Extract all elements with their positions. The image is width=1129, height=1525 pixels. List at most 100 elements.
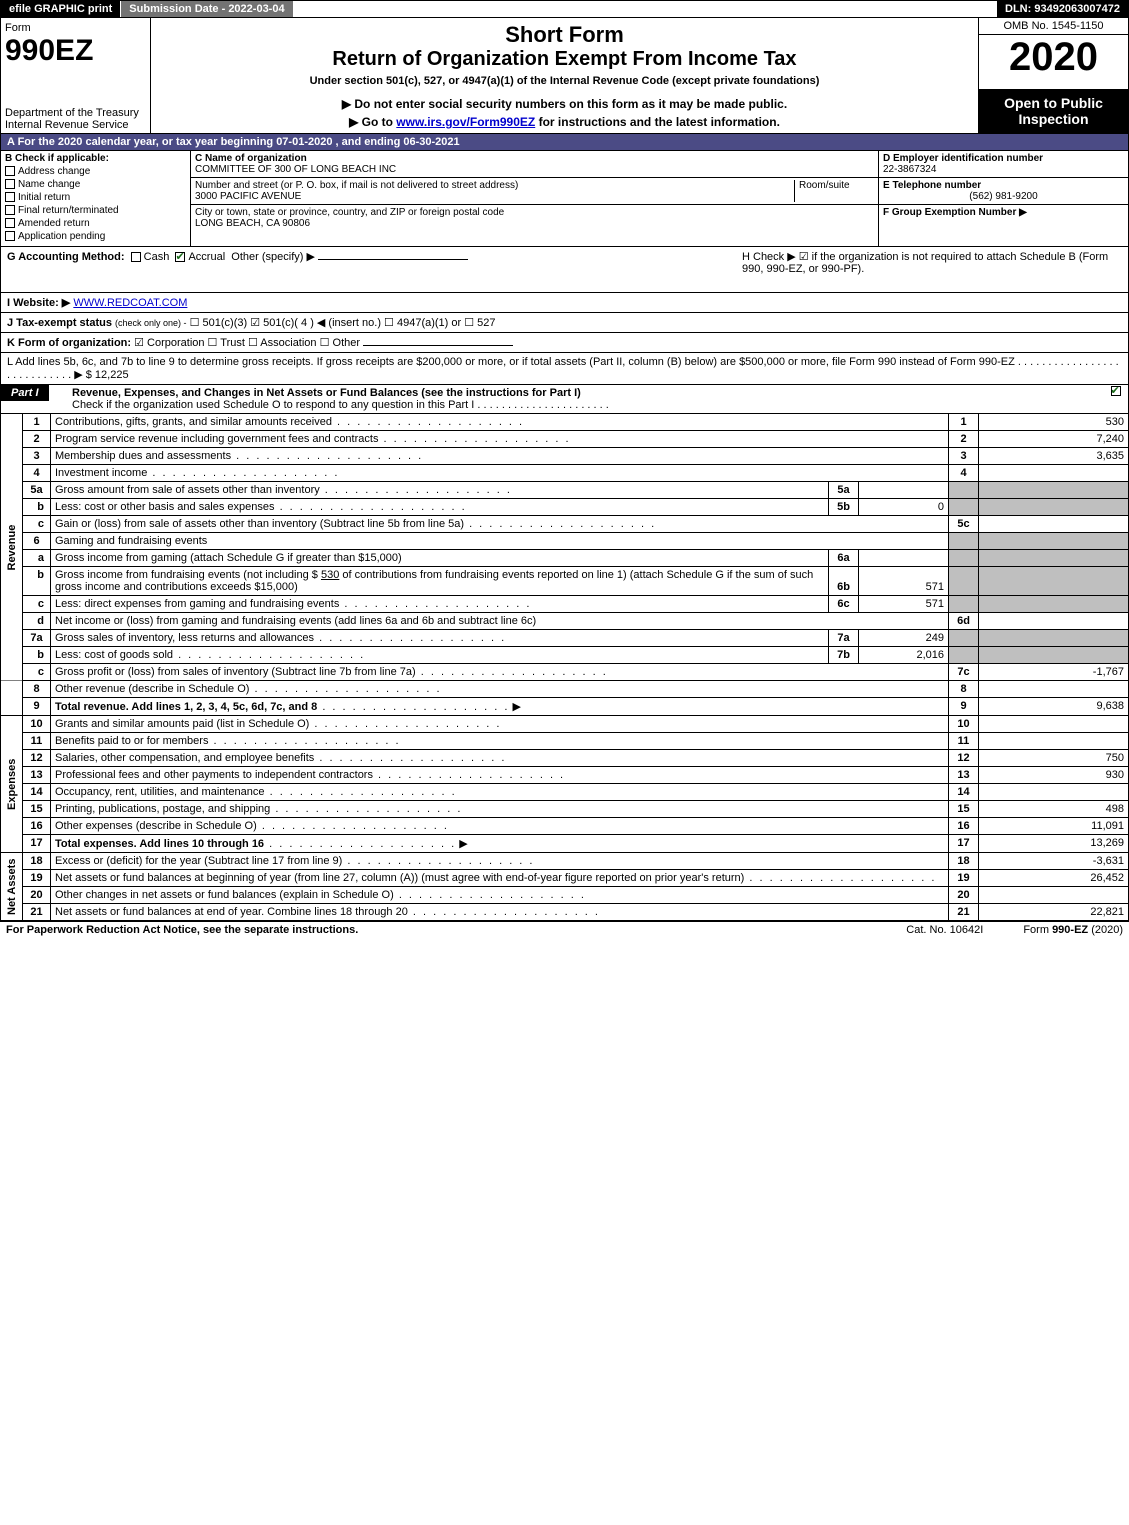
part-i-title: Revenue, Expenses, and Changes in Net As… [72, 387, 581, 399]
line-9-box: 9 [949, 698, 979, 716]
shade-7b [949, 647, 979, 664]
ein-value: 22-3867324 [883, 164, 1124, 175]
line-5c-num: c [23, 516, 51, 533]
line-7c-num: c [23, 664, 51, 681]
line-6d-box: 6d [949, 613, 979, 630]
line-3-desc: Membership dues and assessments [55, 450, 423, 462]
line-4-box: 4 [949, 465, 979, 482]
line-13-desc: Professional fees and other payments to … [55, 769, 565, 781]
line-19-amt: 26,452 [979, 870, 1129, 887]
check-amended-return[interactable]: Amended return [5, 218, 186, 229]
irs-link[interactable]: www.irs.gov/Form990EZ [396, 115, 535, 129]
website-link[interactable]: WWW.REDCOAT.COM [73, 297, 187, 309]
check-only-one: (check only one) - [115, 318, 187, 328]
line-4-desc: Investment income [55, 467, 339, 479]
line-21-num: 21 [23, 904, 51, 921]
accrual-option[interactable]: Accrual [188, 251, 225, 263]
line-5b-num: b [23, 499, 51, 516]
line-6b-boxlbl: 6b [829, 567, 859, 596]
section-l: L Add lines 5b, 6c, and 7b to line 9 to … [0, 353, 1129, 385]
line-5a-boxlbl: 5a [829, 482, 859, 499]
line-6-num: 6 [23, 533, 51, 550]
line-16-desc: Other expenses (describe in Schedule O) [55, 820, 449, 832]
header-right: OMB No. 1545-1150 2020 Open to Public In… [978, 18, 1128, 133]
schedule-o-checkbox[interactable] [1111, 386, 1121, 396]
line-5a-desc: Gross amount from sale of assets other t… [55, 484, 512, 496]
line-12-num: 12 [23, 750, 51, 767]
line-6d-num: d [23, 613, 51, 630]
line-6d-desc: Net income or (loss) from gaming and fun… [55, 615, 536, 627]
line-13-num: 13 [23, 767, 51, 784]
financial-table: Revenue 1 Contributions, gifts, grants, … [0, 414, 1129, 921]
shade-5a-amt [979, 482, 1129, 499]
shade-5b [949, 499, 979, 516]
efile-print-button[interactable]: efile GRAPHIC print [1, 1, 121, 17]
line-9-num: 9 [23, 698, 51, 716]
city-state-zip: LONG BEACH, CA 90806 [195, 218, 874, 229]
shade-6b-amt [979, 567, 1129, 596]
line-11-amt [979, 733, 1129, 750]
part-i-header: Part I Revenue, Expenses, and Changes in… [0, 385, 1129, 414]
line-7a-desc: Gross sales of inventory, less returns a… [55, 632, 506, 644]
page-footer: For Paperwork Reduction Act Notice, see … [0, 921, 1129, 938]
line-7a-num: 7a [23, 630, 51, 647]
line-3-amt: 3,635 [979, 448, 1129, 465]
line-14-box: 14 [949, 784, 979, 801]
line-6b-desc1: Gross income from fundraising events (no… [55, 569, 321, 581]
cash-option[interactable]: Cash [144, 251, 170, 263]
line-6a-num: a [23, 550, 51, 567]
line-20-num: 20 [23, 887, 51, 904]
line-6a-boxval [859, 550, 949, 567]
line-8-desc: Other revenue (describe in Schedule O) [55, 683, 442, 695]
line-1-num: 1 [23, 414, 51, 431]
room-suite-label: Room/suite [794, 180, 874, 202]
website-label: I Website: ▶ [7, 297, 70, 309]
group-exemption-label: F Group Exemption Number ▶ [883, 207, 1124, 218]
form-id-block: Form 990EZ Department of the Treasury In… [1, 18, 151, 133]
line-5b-boxval: 0 [859, 499, 949, 516]
telephone-label: E Telephone number [883, 180, 1124, 191]
check-initial-return[interactable]: Initial return [5, 192, 186, 203]
line-6c-boxval: 571 [859, 596, 949, 613]
line-5a-boxval [859, 482, 949, 499]
addr-label: Number and street (or P. O. box, if mail… [195, 180, 518, 191]
line-14-num: 14 [23, 784, 51, 801]
column-c-org: C Name of organization COMMITTEE OF 300 … [191, 151, 878, 246]
check-name-change[interactable]: Name change [5, 179, 186, 190]
tax-exempt-options[interactable]: ☐ 501(c)(3) ☑ 501(c)( 4 ) ◀ (insert no.)… [190, 317, 496, 329]
dln-label: DLN: 93492063007472 [997, 1, 1128, 17]
line-13-amt: 930 [979, 767, 1129, 784]
accounting-method-label: G Accounting Method: [7, 251, 125, 263]
line-6a-desc: Gross income from gaming (attach Schedul… [55, 552, 402, 564]
line-6b-boxval: 571 [859, 567, 949, 596]
check-final-return[interactable]: Final return/terminated [5, 205, 186, 216]
shade-5a [949, 482, 979, 499]
goto-pre: ▶ Go to [349, 115, 396, 129]
line-12-amt: 750 [979, 750, 1129, 767]
line-16-amt: 11,091 [979, 818, 1129, 835]
line-1-desc: Contributions, gifts, grants, and simila… [55, 416, 524, 428]
form-of-org-options[interactable]: ☑ Corporation ☐ Trust ☐ Association ☐ Ot… [134, 337, 360, 349]
form-ref: Form 990-EZ (2020) [1023, 924, 1123, 936]
check-address-change[interactable]: Address change [5, 166, 186, 177]
check-application-pending[interactable]: Application pending [5, 231, 186, 242]
entity-block: B Check if applicable: Address change Na… [0, 151, 1129, 247]
paperwork-notice: For Paperwork Reduction Act Notice, see … [6, 924, 358, 936]
line-3-num: 3 [23, 448, 51, 465]
line-6a-boxlbl: 6a [829, 550, 859, 567]
line-6c-boxlbl: 6c [829, 596, 859, 613]
line-5c-amt [979, 516, 1129, 533]
title-short-form: Short Form [159, 22, 970, 48]
line-1-amt: 530 [979, 414, 1129, 431]
h-check-text: H Check ▶ ☑ if the organization is not r… [742, 250, 1122, 275]
line-7a-boxval: 249 [859, 630, 949, 647]
line-2-amt: 7,240 [979, 431, 1129, 448]
form-title-block: Short Form Return of Organization Exempt… [151, 18, 978, 133]
section-k: K Form of organization: ☑ Corporation ☐ … [0, 333, 1129, 353]
other-specify[interactable]: Other (specify) ▶ [231, 251, 315, 263]
shade-7b-amt [979, 647, 1129, 664]
line-16-num: 16 [23, 818, 51, 835]
line-5c-box: 5c [949, 516, 979, 533]
org-name-label: C Name of organization [195, 153, 874, 164]
line-7a-boxlbl: 7a [829, 630, 859, 647]
